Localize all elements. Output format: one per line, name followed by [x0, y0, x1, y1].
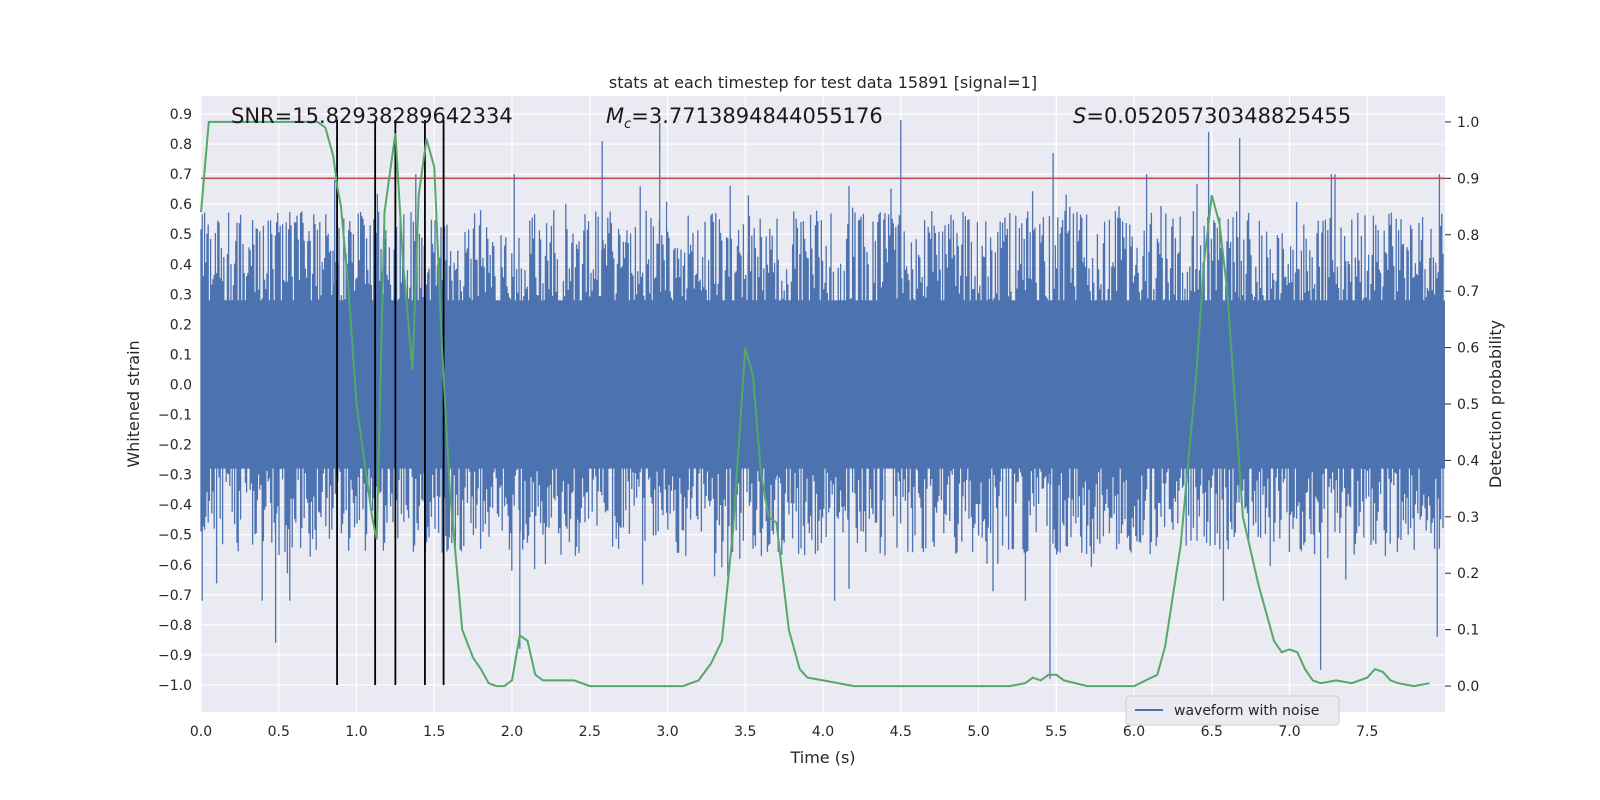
y2-axis-label: Detection probability	[1486, 320, 1505, 488]
x-tick-label: 3.0	[656, 724, 678, 740]
noise-spikes	[200, 120, 1444, 679]
y2-tick-label: 0.5	[1457, 397, 1479, 413]
y-tick-label: 0.3	[170, 287, 192, 303]
y-tick-label: 0.9	[170, 107, 192, 123]
x-tick-label: 6.0	[1123, 724, 1145, 740]
y-tick-label: 0.1	[170, 347, 192, 363]
y2-tick-label: 0.9	[1457, 171, 1479, 187]
y2-tick-label: 0.7	[1457, 284, 1479, 300]
mc-value: =3.7713894844055176	[631, 104, 882, 128]
x-tick-label: 5.0	[967, 724, 989, 740]
y-tick-label: −0.3	[158, 468, 192, 484]
y2-tick-label: 0.6	[1457, 341, 1479, 357]
y-tick-label: 0.7	[170, 167, 192, 183]
y2-tick-label: 0.1	[1457, 623, 1479, 639]
y2-tick-labels: 1.0 0.9 0.8 0.7 0.6 0.5 0.4 0.3 0.2 0.1 0.0	[1445, 115, 1479, 695]
x-tick-label: 0.5	[268, 724, 290, 740]
y2-tick-label: 0.8	[1457, 228, 1479, 244]
detection-probability-series	[200, 120, 1430, 688]
x-tick-label: 3.5	[734, 724, 756, 740]
y-tick-label: −0.6	[158, 558, 192, 574]
y-axis-label: Whitened strain	[124, 340, 143, 467]
snr-annotation: SNR=15.82938289642334	[231, 104, 513, 128]
x-tick-label: 7.0	[1278, 724, 1300, 740]
y-tick-label: 0.6	[170, 197, 192, 213]
s-annotation: S=0.05205730348825455	[1073, 104, 1351, 128]
x-tick-label: 4.0	[812, 724, 834, 740]
legend: waveform with noise	[1125, 695, 1340, 726]
x-tick-label: 6.5	[1201, 724, 1223, 740]
y-tick-label: 0.4	[170, 257, 192, 273]
x-tick-label: 2.5	[579, 724, 601, 740]
x-tick-label: 2.0	[501, 724, 523, 740]
y-tick-labels: 0.9 0.8 0.7 0.6 0.5 0.4 0.3 0.2 0.1 0.0 −0.1 −0.2 −0…	[158, 107, 192, 694]
x-tick-label: 1.5	[423, 724, 445, 740]
y-tick-label: −0.4	[158, 498, 192, 514]
s-symbol: S	[1073, 104, 1086, 128]
y2-tick-label: 0.4	[1457, 453, 1479, 469]
x-tick-label: 7.5	[1356, 724, 1378, 740]
event-markers	[336, 120, 445, 685]
legend-box	[1125, 695, 1340, 726]
x-tick-label: 4.5	[890, 724, 912, 740]
mc-symbol: M	[606, 104, 624, 128]
y-tick-label: 0.2	[170, 317, 192, 333]
legend-label-waveform: waveform with noise	[1174, 703, 1319, 719]
y-tick-label: −0.7	[158, 588, 192, 604]
y-tick-label: −1.0	[158, 678, 192, 694]
y-tick-label: −0.9	[158, 648, 192, 664]
x-tick-label: 5.5	[1045, 724, 1067, 740]
x-tick-labels: 0.0 0.5 1.0 1.5 2.0 2.5 3.0 3.5 4.0 4.5 5.0 5.5 6.0 6…	[190, 724, 1379, 740]
y2-tick-label: 0.0	[1457, 679, 1479, 695]
x-axis-label: Time (s)	[789, 748, 855, 767]
x-tick-label: 1.0	[345, 724, 367, 740]
chirp-mass-annotation: Mc=3.7713894844055176	[606, 104, 883, 132]
x-tick-label: 0.0	[190, 724, 212, 740]
y-tick-label: 0.5	[170, 227, 192, 243]
y-tick-label: 0.8	[170, 137, 192, 153]
probability-line	[200, 120, 1430, 688]
s-value: =0.05205730348825455	[1086, 104, 1351, 128]
y2-tick-label: 1.0	[1457, 115, 1479, 131]
y-tick-label: −0.2	[158, 438, 192, 454]
chart-title: stats at each timestep for test data 158…	[609, 73, 1037, 92]
y2-tick-label: 0.2	[1457, 566, 1479, 582]
y-tick-label: 0.0	[170, 377, 192, 393]
mc-subscript: c	[624, 117, 631, 132]
y-tick-label: −0.5	[158, 528, 192, 544]
y-tick-label: −0.8	[158, 618, 192, 634]
y-tick-label: −0.1	[158, 408, 192, 424]
y2-tick-label: 0.3	[1457, 510, 1479, 526]
